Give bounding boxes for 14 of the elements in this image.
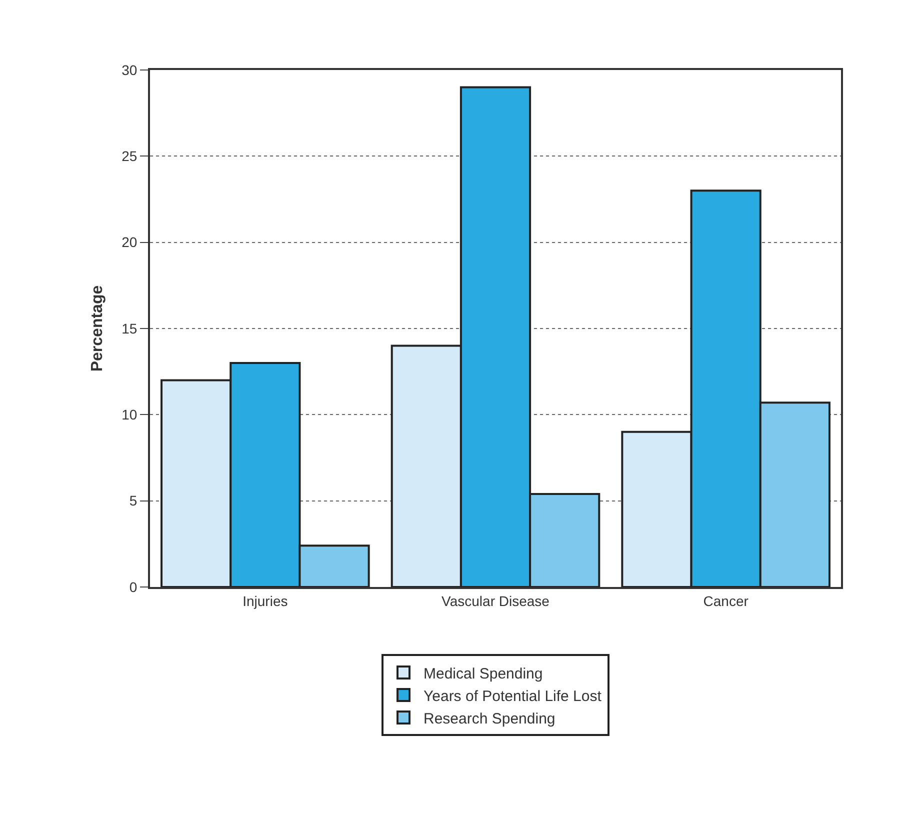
- y-tick-label: 20: [122, 234, 138, 250]
- legend-label: Medical Spending: [424, 665, 543, 682]
- legend-label: Research Spending: [424, 710, 556, 728]
- x-tick-label: Vascular Disease: [442, 592, 550, 609]
- x-tick-label: Cancer: [703, 592, 749, 609]
- y-tick-label: 0: [129, 578, 138, 595]
- y-tick-label: 30: [122, 62, 138, 78]
- legend-label: Years of Potential Life Lost: [424, 688, 602, 705]
- y-tick-label: 10: [122, 406, 138, 423]
- x-tick-label: Injuries: [242, 592, 288, 609]
- y-tick-label: 15: [122, 320, 138, 336]
- y-tick-label: 25: [122, 148, 138, 164]
- y-axis-title: Percentage: [89, 285, 106, 372]
- y-tick-label: 5: [129, 492, 138, 509]
